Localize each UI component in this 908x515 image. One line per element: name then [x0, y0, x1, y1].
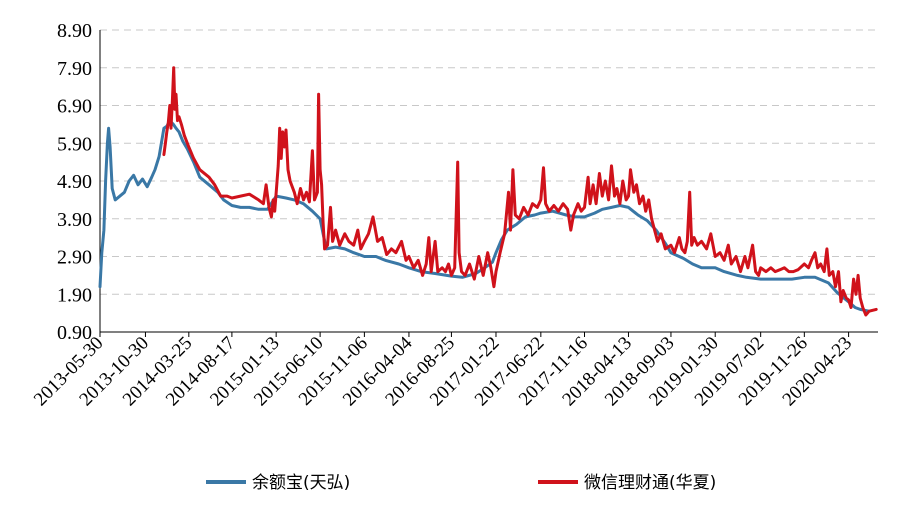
series-layer [98, 66, 878, 317]
series-line-1 [98, 119, 871, 313]
x-axis: 2013-05-302013-10-302014-03-252014-08-17… [30, 331, 878, 410]
legend: 余额宝(天弘) 微信理财通(华夏) [206, 473, 716, 493]
y-tick-label: 7.90 [57, 58, 92, 80]
legend-label-1: 余额宝(天弘) [252, 473, 350, 493]
y-tick-label: 0.90 [57, 322, 92, 344]
y-tick-label: 3.90 [57, 209, 92, 231]
legend-label-2: 微信理财通(华夏) [584, 473, 716, 493]
y-tick-label: 2.90 [57, 247, 92, 269]
y-tick-label: 1.90 [57, 284, 92, 306]
y-tick-label: 8.90 [57, 20, 92, 42]
series-line-2 [162, 66, 878, 317]
y-axis: 0.90 1.90 2.90 3.90 4.90 5.90 6.90 7.90 8.90 [57, 20, 101, 344]
y-tick-label: 4.90 [57, 171, 92, 193]
y-tick-label: 6.90 [57, 96, 92, 118]
y-tick-label: 5.90 [57, 133, 92, 155]
